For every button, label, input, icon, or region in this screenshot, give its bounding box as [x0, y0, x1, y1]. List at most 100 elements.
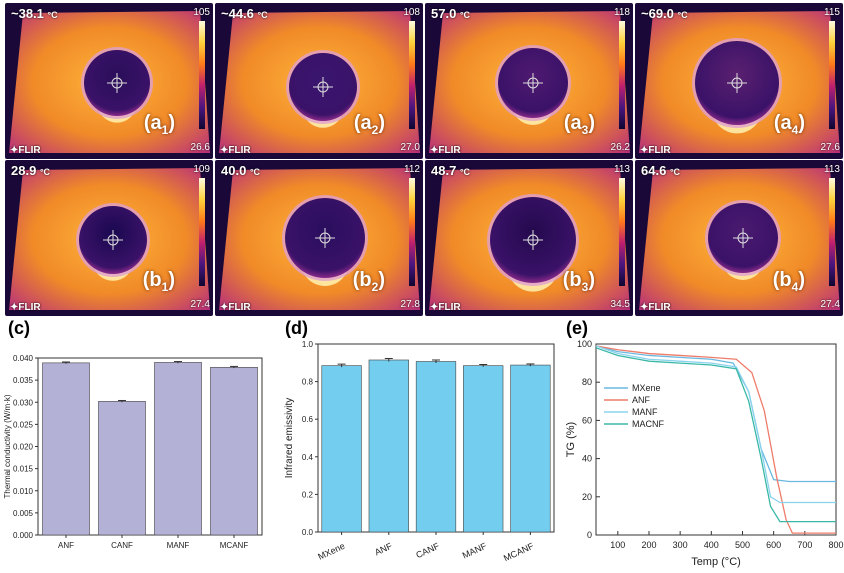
x-tick-label: CANF — [414, 541, 441, 561]
y-tick-label: 0.010 — [13, 487, 34, 496]
y-tick-label: 0.015 — [13, 465, 34, 474]
y-tick-label: 80 — [582, 377, 592, 387]
thermal-panel-b3: 48.7 °C 113 34.5 ✦FLIR (b3) — [425, 160, 633, 316]
y-axis-label: TG (%) — [565, 422, 577, 457]
y-tick-label: 100 — [577, 339, 592, 349]
y-tick-label: 0.0 — [302, 528, 314, 537]
colorbar — [829, 21, 835, 129]
colorbar-min: 27.8 — [400, 299, 420, 310]
x-tick-label: ANF — [373, 541, 394, 558]
x-tick-label: 100 — [610, 540, 625, 550]
panel-c-label: (c) — [8, 318, 30, 338]
panel-label: (b2) — [352, 269, 385, 294]
bar-MANF — [463, 365, 504, 533]
colorbar — [409, 178, 415, 286]
colorbar — [829, 178, 835, 286]
thermal-image — [215, 160, 423, 316]
thermal-image — [5, 160, 213, 316]
y-tick-label: 0.005 — [13, 509, 34, 518]
x-tick-label: MXene — [316, 541, 346, 562]
series-line-MACNF — [595, 347, 836, 523]
colorbar-max: 115 — [824, 7, 840, 18]
legend-label-MACNF: MACNF — [632, 419, 664, 429]
legend-label-ANF: ANF — [632, 395, 651, 405]
flir-logo: ✦FLIR — [10, 145, 41, 156]
x-tick-label: 400 — [704, 540, 719, 550]
y-tick-label: 0.020 — [13, 443, 34, 452]
tg-curve-chart: 0 20 40 60 80 100 100 200 300 400 500 600 700 800 MXen… — [565, 339, 844, 568]
bar-ANF — [42, 362, 90, 536]
panel-label: (b1) — [142, 269, 175, 294]
colorbar-min: 34.5 — [610, 299, 630, 310]
panel-label: (a1) — [143, 112, 175, 137]
y-tick-label: 0.025 — [13, 420, 34, 429]
flir-logo: ✦FLIR — [430, 302, 461, 313]
colorbar-max: 113 — [614, 164, 630, 175]
panel-d-label: (d) — [285, 318, 308, 338]
colorbar-max: 112 — [404, 164, 420, 175]
y-tick-label: 60 — [582, 415, 592, 425]
series-line-MANF — [595, 345, 836, 504]
colorbar-max: 109 — [193, 164, 210, 175]
panel-label: (a4) — [773, 112, 805, 137]
colorbar — [199, 21, 205, 129]
bar-CANF — [98, 401, 146, 536]
x-tick-label: 600 — [766, 540, 781, 550]
colorbar-max: 118 — [614, 7, 630, 18]
flir-logo: ✦FLIR — [220, 302, 251, 313]
colorbar — [619, 178, 625, 286]
y-axis-label: Infrared emissivity — [284, 398, 295, 479]
x-tick-label: ANF — [58, 541, 74, 550]
plot-frame — [595, 343, 837, 536]
temperature-readout: ~38.1 °C — [11, 6, 58, 21]
temperature-readout: 64.6 °C — [641, 163, 681, 178]
y-tick-label: 0 — [587, 530, 592, 540]
panel-label: (b4) — [772, 269, 805, 294]
thermal-panel-a3: 57.0 °C 118 26.2 ✦FLIR (a3) — [425, 3, 633, 159]
x-tick-label: 300 — [673, 540, 688, 550]
y-tick-label: 1.0 — [302, 340, 314, 349]
panel-label: (a2) — [353, 112, 385, 137]
colorbar-max: 108 — [403, 7, 420, 18]
thermal-panel-b4: 64.6 °C 113 27.4 ✦FLIR (b4) — [635, 160, 843, 316]
x-axis-label: Temp (°C) — [691, 556, 741, 568]
x-tick-label: MANF — [167, 541, 190, 550]
legend-label-MXene: MXene — [632, 383, 661, 393]
temperature-readout: 57.0 °C — [431, 6, 471, 21]
colorbar-min: 27.6 — [820, 142, 840, 153]
thermal-image — [5, 3, 213, 159]
x-tick-label: MCANF — [502, 541, 536, 564]
thermal-image — [425, 160, 633, 316]
panel-e-label: (e) — [566, 318, 588, 338]
bar-CANF — [415, 361, 457, 533]
colorbar — [409, 21, 415, 129]
colorbar-max: 113 — [824, 164, 840, 175]
bar-ANF — [368, 359, 409, 533]
temperature-readout: ~44.6 °C — [221, 6, 268, 21]
panel-label: (a3) — [563, 112, 595, 137]
panel-label: (b3) — [562, 269, 595, 294]
x-tick-label: 800 — [828, 540, 843, 550]
y-tick-label: 0.000 — [13, 531, 34, 540]
legend-label-MANF: MANF — [632, 407, 658, 417]
y-tick-label: 0.030 — [13, 398, 34, 407]
thermal-image — [425, 3, 633, 159]
y-tick-label: 40 — [582, 454, 592, 464]
y-tick-label: 0.2 — [302, 490, 314, 499]
bar-MCANF — [510, 364, 551, 533]
x-tick-label: MCANF — [220, 541, 249, 550]
thermal-panel-a4: ~69.0 °C 115 27.6 ✦FLIR (a4) — [635, 3, 843, 159]
flir-logo: ✦FLIR — [220, 145, 251, 156]
colorbar-min: 26.6 — [190, 142, 210, 153]
thermal-image — [635, 160, 843, 316]
bar-MXene — [321, 365, 362, 533]
temperature-readout: 40.0 °C — [221, 163, 261, 178]
bar-MANF — [154, 362, 202, 536]
temperature-readout: ~69.0 °C — [641, 6, 688, 21]
x-tick-label: 500 — [735, 540, 750, 550]
bar-MCANF — [210, 366, 258, 536]
y-tick-label: 0.8 — [302, 378, 314, 387]
thermal-image-grid: ~38.1 °C 105 26.6 ✦FLIR (a1) — [5, 3, 843, 316]
x-tick-label: 700 — [797, 540, 812, 550]
colorbar-min: 26.2 — [610, 142, 630, 153]
